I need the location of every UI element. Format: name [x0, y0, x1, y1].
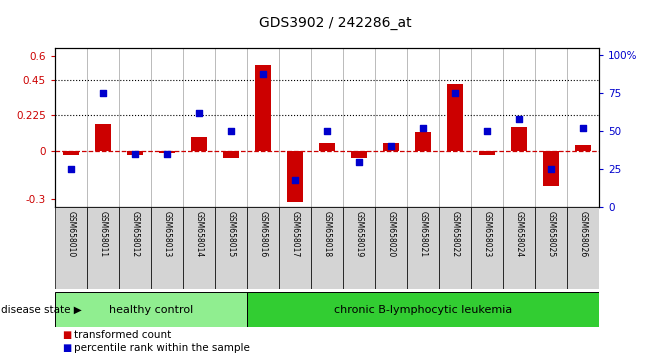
Text: ■: ■ [62, 343, 71, 353]
Bar [279, 207, 311, 289]
Bar [471, 207, 503, 289]
Point [321, 129, 332, 134]
Point [98, 91, 109, 96]
Bar [191, 137, 207, 152]
Text: GSM658020: GSM658020 [386, 211, 396, 257]
Point [66, 166, 76, 172]
Bar [287, 152, 303, 202]
Text: GSM658017: GSM658017 [291, 211, 300, 257]
Bar [87, 207, 119, 289]
Bar [159, 152, 175, 153]
Point [130, 151, 140, 157]
Text: GSM658018: GSM658018 [323, 211, 331, 257]
Point [225, 129, 236, 134]
Text: GSM658025: GSM658025 [547, 211, 556, 257]
Text: healthy control: healthy control [109, 305, 193, 315]
Point [418, 125, 429, 131]
Bar [575, 145, 591, 152]
FancyBboxPatch shape [247, 292, 599, 327]
Bar [127, 152, 143, 154]
Bar [119, 207, 151, 289]
Bar [95, 124, 111, 152]
Bar [63, 152, 79, 154]
Bar [415, 132, 431, 152]
Text: GSM658010: GSM658010 [66, 211, 76, 257]
Bar [215, 207, 247, 289]
FancyBboxPatch shape [55, 292, 247, 327]
Point [514, 116, 525, 122]
Bar [319, 143, 335, 152]
Bar [151, 207, 183, 289]
Bar [55, 207, 87, 289]
Point [194, 110, 205, 116]
Bar [255, 65, 271, 152]
Text: chronic B-lymphocytic leukemia: chronic B-lymphocytic leukemia [334, 305, 512, 315]
Text: GSM658015: GSM658015 [227, 211, 236, 257]
Bar [567, 207, 599, 289]
Text: disease state ▶: disease state ▶ [1, 305, 82, 315]
Text: GSM658012: GSM658012 [131, 211, 140, 257]
Text: GDS3902 / 242286_at: GDS3902 / 242286_at [259, 16, 412, 30]
Text: GSM658026: GSM658026 [578, 211, 588, 257]
Point [162, 151, 172, 157]
Point [386, 144, 397, 149]
Bar [407, 207, 439, 289]
Bar [544, 152, 559, 186]
Text: GSM658019: GSM658019 [354, 211, 364, 257]
Bar [375, 207, 407, 289]
Point [290, 177, 301, 183]
Point [482, 129, 493, 134]
Bar [503, 207, 535, 289]
Text: GSM658021: GSM658021 [419, 211, 427, 257]
Bar [311, 207, 343, 289]
Text: GSM658023: GSM658023 [482, 211, 492, 257]
Text: GSM658016: GSM658016 [258, 211, 268, 257]
Bar [511, 127, 527, 152]
Text: GSM658014: GSM658014 [195, 211, 203, 257]
Bar [479, 152, 495, 154]
Bar [247, 207, 279, 289]
Bar [351, 152, 367, 158]
Text: GSM658011: GSM658011 [99, 211, 107, 257]
Text: percentile rank within the sample: percentile rank within the sample [74, 343, 250, 353]
Point [450, 91, 460, 96]
Bar [535, 207, 567, 289]
Point [578, 125, 588, 131]
Bar [183, 207, 215, 289]
Bar [343, 207, 375, 289]
Text: transformed count: transformed count [74, 330, 171, 339]
Point [546, 166, 556, 172]
Text: ■: ■ [62, 330, 71, 339]
Text: GSM658022: GSM658022 [451, 211, 460, 257]
Text: GSM658013: GSM658013 [162, 211, 172, 257]
Point [354, 159, 364, 164]
Bar [447, 85, 463, 152]
Bar [383, 143, 399, 152]
Bar [223, 152, 239, 158]
Text: GSM658024: GSM658024 [515, 211, 523, 257]
Bar [439, 207, 471, 289]
Point [258, 71, 268, 76]
